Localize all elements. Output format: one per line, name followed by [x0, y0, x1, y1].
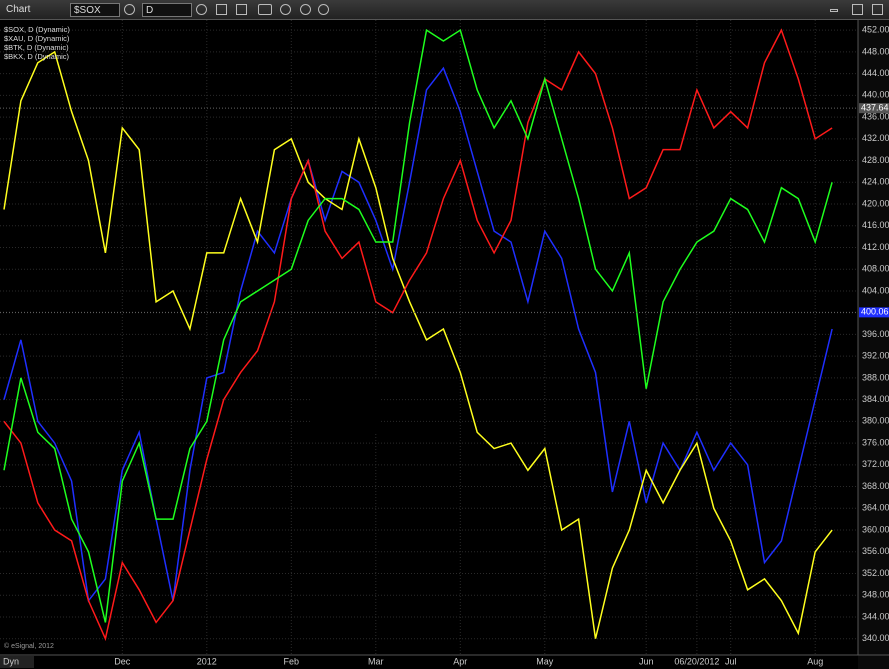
legend-entry: $SOX, D (Dynamic) — [4, 25, 70, 34]
y-tick-label: 344.00 — [862, 611, 889, 621]
y-tick-label: 340.00 — [862, 633, 889, 643]
x-tick-label: Apr — [453, 656, 467, 666]
symbol-input[interactable]: $SOX — [70, 3, 120, 17]
y-tick-label: 368.00 — [862, 481, 889, 491]
y-tick-label: 424.00 — [862, 177, 889, 187]
series-lines — [3, 28, 833, 642]
y-tick-label: 356.00 — [862, 546, 889, 556]
y-tick-label: 432.00 — [862, 133, 889, 143]
y-tick-label: 372.00 — [862, 459, 889, 469]
x-tick-label: Jul — [725, 656, 737, 666]
series-line — [3, 66, 833, 603]
legend-entry: $BTK, D (Dynamic) — [4, 43, 69, 52]
interval-input[interactable]: D — [142, 3, 192, 17]
y-tick-label: 404.00 — [862, 285, 889, 295]
y-tick-label: 376.00 — [862, 437, 889, 447]
maximize[interactable] — [852, 4, 863, 15]
y-tick-label: 380.00 — [862, 416, 889, 426]
price-tag-label: 400.06 — [861, 307, 889, 317]
y-tick-label: 396.00 — [862, 329, 889, 339]
x-tick-label: Feb — [284, 656, 300, 666]
x-tick-label: Dec — [114, 656, 131, 666]
y-tick-label: 436.00 — [862, 111, 889, 121]
close[interactable] — [872, 4, 883, 15]
mode-box — [0, 656, 34, 668]
grid — [0, 20, 858, 655]
mode: Dyn — [3, 656, 19, 666]
copyright: © eSignal, 2012 — [4, 642, 54, 650]
x-tick-label: 06/20/2012 — [674, 656, 719, 666]
toolbar-title: Chart — [6, 4, 31, 15]
series-line — [3, 28, 833, 623]
y-tick-label: 364.00 — [862, 503, 889, 513]
y-tick-label: 452.00 — [862, 25, 889, 35]
y-tick-label: 384.00 — [862, 394, 889, 404]
legend-entry: $XAU, D (Dynamic) — [4, 34, 70, 43]
price-tag — [859, 307, 889, 318]
x-tick-label: Mar — [368, 656, 384, 666]
icon[interactable] — [236, 4, 247, 15]
y-tick-label: 348.00 — [862, 590, 889, 600]
icon[interactable] — [258, 4, 272, 15]
y-axis-panel — [858, 20, 889, 669]
icon[interactable] — [216, 4, 227, 15]
y-tick-label: 408.00 — [862, 264, 889, 274]
y-tick-label: 448.00 — [862, 46, 889, 56]
annotation-box — [310, 380, 380, 434]
x-tick-label: Jun — [639, 656, 654, 666]
x-tick-label: Aug — [807, 656, 823, 666]
y-tick-label: 428.00 — [862, 155, 889, 165]
x-tick-label: May — [536, 656, 554, 666]
icon[interactable] — [318, 4, 329, 15]
icon[interactable] — [280, 4, 291, 15]
y-tick-label: 440.00 — [862, 90, 889, 100]
price-tag — [859, 103, 889, 114]
toolbar: Chart $SOX D — [0, 0, 889, 20]
icon[interactable] — [124, 4, 135, 15]
y-tick-label: 360.00 — [862, 524, 889, 534]
y-tick-label: 392.00 — [862, 351, 889, 361]
price-tag-label: 437.64 — [861, 103, 889, 113]
y-tick-label: 444.00 — [862, 68, 889, 78]
y-tick-label: 388.00 — [862, 372, 889, 382]
series-line — [3, 50, 833, 639]
minimize[interactable] — [830, 9, 838, 12]
x-tick-label: 2012 — [197, 656, 217, 666]
legend-entry: $BKX, D (Dynamic) — [4, 52, 70, 61]
y-tick-label: 412.00 — [862, 242, 889, 252]
series-line — [3, 28, 833, 642]
y-tick-label: 420.00 — [862, 198, 889, 208]
icon[interactable] — [196, 4, 207, 15]
icon[interactable] — [300, 4, 311, 15]
y-tick-label: 416.00 — [862, 220, 889, 230]
y-tick-label: 352.00 — [862, 568, 889, 578]
